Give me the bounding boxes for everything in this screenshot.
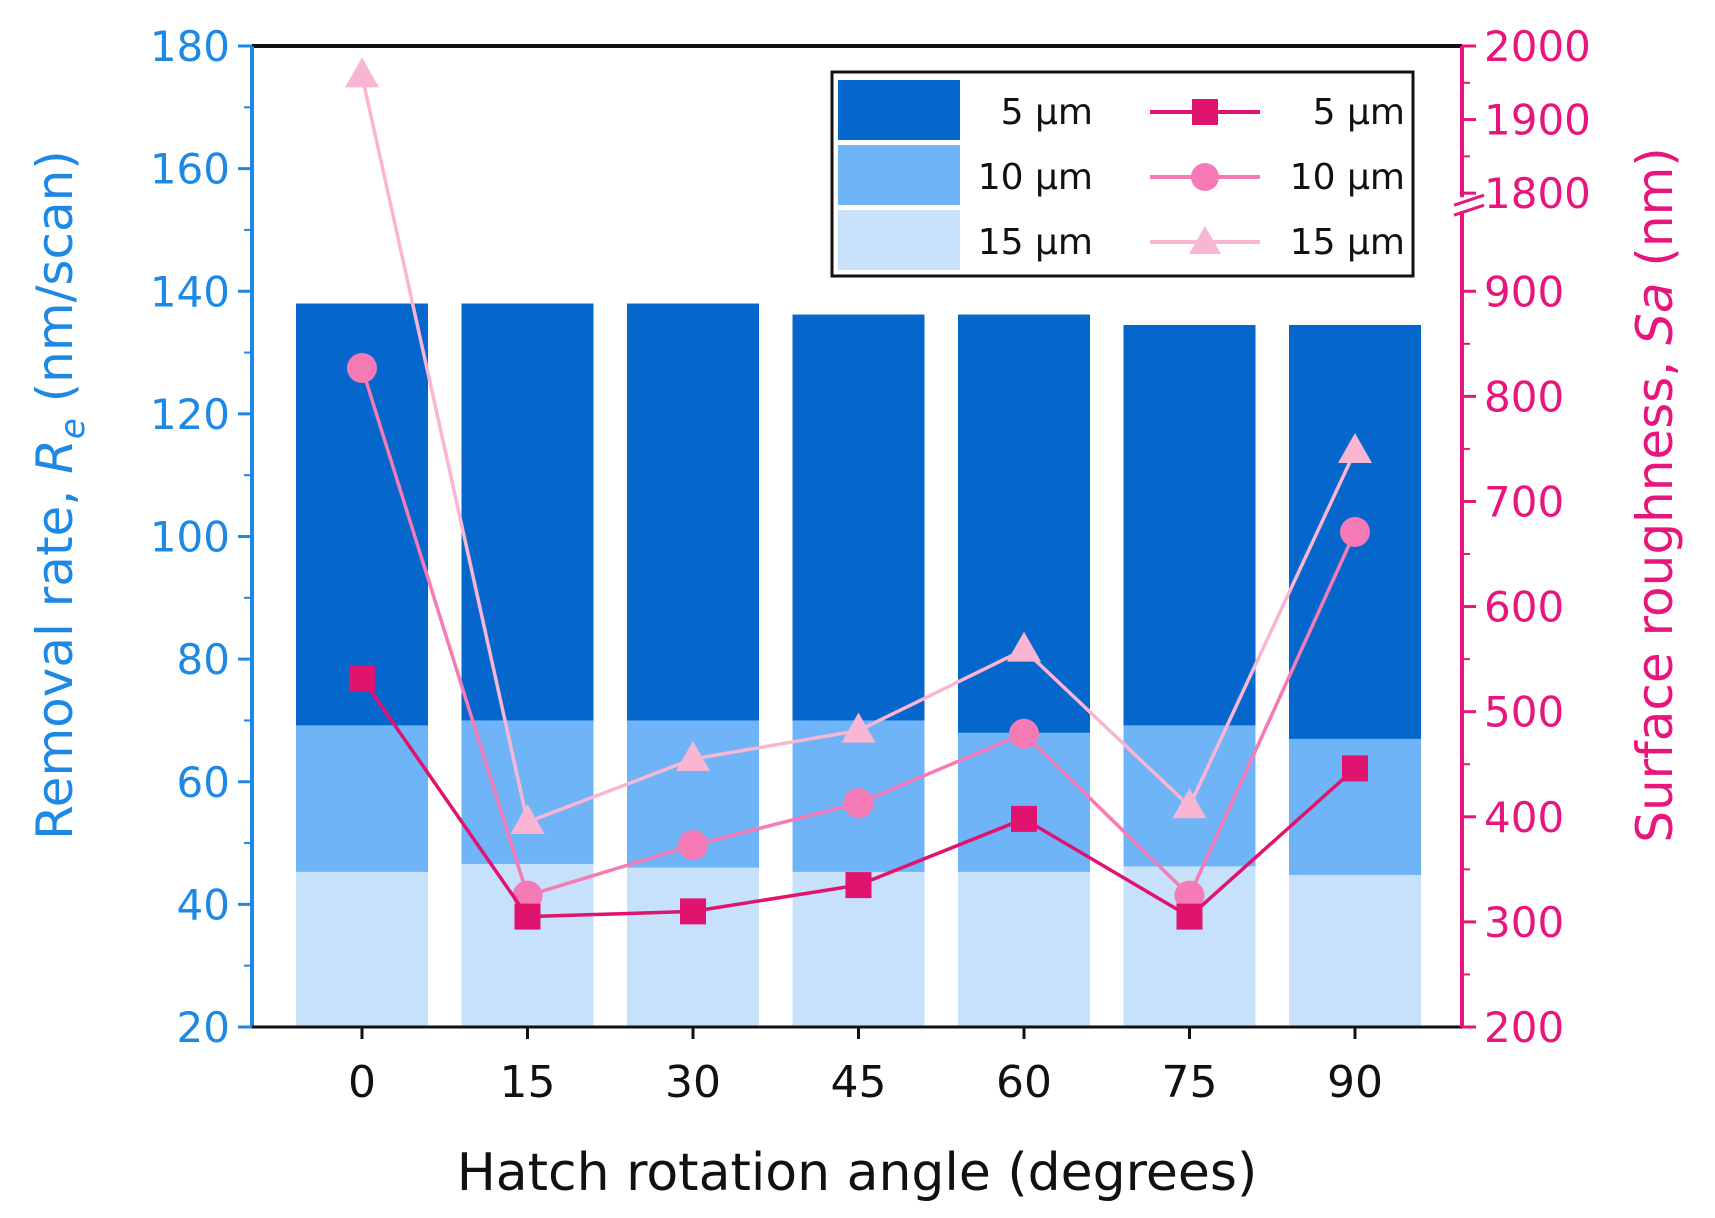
point-triangle-6 xyxy=(1338,433,1372,464)
x-tick-label: 0 xyxy=(348,1057,376,1108)
right-axis-title-unit: (nm) xyxy=(1626,147,1684,282)
left-tick-label: 180 xyxy=(150,22,230,71)
point-square-4 xyxy=(1011,805,1037,832)
point-triangle-5 xyxy=(1172,788,1207,819)
left-tick-label: 60 xyxy=(177,758,230,807)
point-square-6 xyxy=(1342,755,1368,782)
legend-swatch-bar-5 xyxy=(838,80,960,140)
point-square-3 xyxy=(845,872,872,899)
bar-2-0 xyxy=(296,871,428,1027)
ticks-group: 2040608010012014016018020030040050060070… xyxy=(150,22,1591,1108)
legend-label-bar-10: 10 µm xyxy=(978,157,1093,198)
lines-group xyxy=(345,57,1372,930)
point-circle-5 xyxy=(1174,880,1205,911)
left-tick-label: 80 xyxy=(177,635,230,684)
legend-marker-triangle xyxy=(1189,226,1221,254)
right-axis-title-main: Surface roughness, xyxy=(1626,345,1684,843)
legend-swatch-bar-15 xyxy=(838,210,960,270)
legend-label-bar-5: 5 µm xyxy=(1001,92,1093,133)
right-axis-title: Surface roughness, Sa (nm) xyxy=(1626,147,1684,843)
left-tick-label: 120 xyxy=(150,390,230,439)
right-tick-label: 1900 xyxy=(1484,96,1591,145)
legend-label-line-10: 10 µm xyxy=(1290,157,1405,198)
point-square-2 xyxy=(680,898,706,925)
point-square-0 xyxy=(349,665,375,692)
bars-group xyxy=(296,303,1421,1028)
x-tick-label: 45 xyxy=(831,1057,887,1108)
axis-break-mark xyxy=(1453,203,1485,217)
x-axis-title: Hatch rotation angle (degrees) xyxy=(457,1143,1258,1203)
right-tick-label: 500 xyxy=(1484,688,1564,737)
point-circle-4 xyxy=(1009,718,1039,749)
legend-marker-square xyxy=(1192,99,1218,125)
axis-break-mark xyxy=(1453,193,1485,207)
left-tick-label: 100 xyxy=(150,513,230,562)
left-axis-title-unit: (nm/scan) xyxy=(26,150,84,418)
legend-label-bar-15: 15 µm xyxy=(978,222,1093,263)
left-tick-label: 160 xyxy=(150,145,230,194)
point-circle-0 xyxy=(347,352,377,383)
x-tick-label: 15 xyxy=(500,1057,556,1108)
right-tick-label: 700 xyxy=(1484,477,1564,526)
point-triangle-1 xyxy=(510,804,545,835)
left-axis-title: Removal rate, Re (nm/scan) xyxy=(26,150,93,840)
x-tick-label: 75 xyxy=(1162,1057,1218,1108)
bar-2-4 xyxy=(958,871,1090,1027)
point-circle-2 xyxy=(678,830,708,861)
point-triangle-2 xyxy=(676,740,710,771)
right-tick-label: 300 xyxy=(1484,898,1564,947)
right-tick-label: 2000 xyxy=(1484,22,1591,71)
left-tick-label: 40 xyxy=(177,880,230,929)
right-tick-label: 200 xyxy=(1484,1003,1564,1052)
point-triangle-4 xyxy=(1007,631,1041,662)
right-tick-label: 800 xyxy=(1484,372,1564,421)
bar-2-6 xyxy=(1289,874,1421,1027)
point-circle-3 xyxy=(843,788,874,819)
right-axis-title-symbol: Sa xyxy=(1626,283,1684,345)
x-tick-label: 60 xyxy=(996,1057,1052,1108)
point-triangle-3 xyxy=(841,712,876,743)
x-tick-label: 30 xyxy=(665,1057,721,1108)
bar-2-2 xyxy=(627,867,759,1027)
right-tick-label: 400 xyxy=(1484,793,1564,842)
right-tick-label: 600 xyxy=(1484,583,1564,632)
point-square-5 xyxy=(1176,903,1203,930)
point-circle-6 xyxy=(1340,516,1370,547)
left-axis-title-main: Removal rate, xyxy=(26,474,84,840)
left-tick-label: 140 xyxy=(150,267,230,316)
legend-swatch-bar-10 xyxy=(838,145,960,205)
legend-marker-circle xyxy=(1191,163,1219,191)
left-axis-title-symbol: R xyxy=(26,439,84,474)
left-tick-label: 20 xyxy=(177,1003,230,1052)
left-axis-title-subscript: e xyxy=(53,418,93,439)
right-tick-label: 1800 xyxy=(1484,169,1591,218)
legend: 5 µm 10 µm 15 µm 5 µm 10 µm 15 µm xyxy=(830,70,1415,278)
legend-label-line-15: 15 µm xyxy=(1290,222,1405,263)
x-tick-label: 90 xyxy=(1327,1057,1383,1108)
point-square-1 xyxy=(514,903,541,930)
legend-label-line-5: 5 µm xyxy=(1313,92,1405,133)
right-tick-label: 900 xyxy=(1484,267,1564,316)
point-triangle-0 xyxy=(345,57,379,88)
